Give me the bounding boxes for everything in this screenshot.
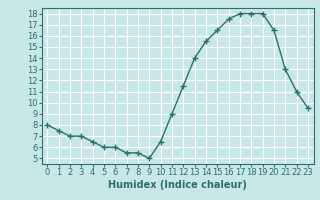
X-axis label: Humidex (Indice chaleur): Humidex (Indice chaleur) bbox=[108, 180, 247, 190]
